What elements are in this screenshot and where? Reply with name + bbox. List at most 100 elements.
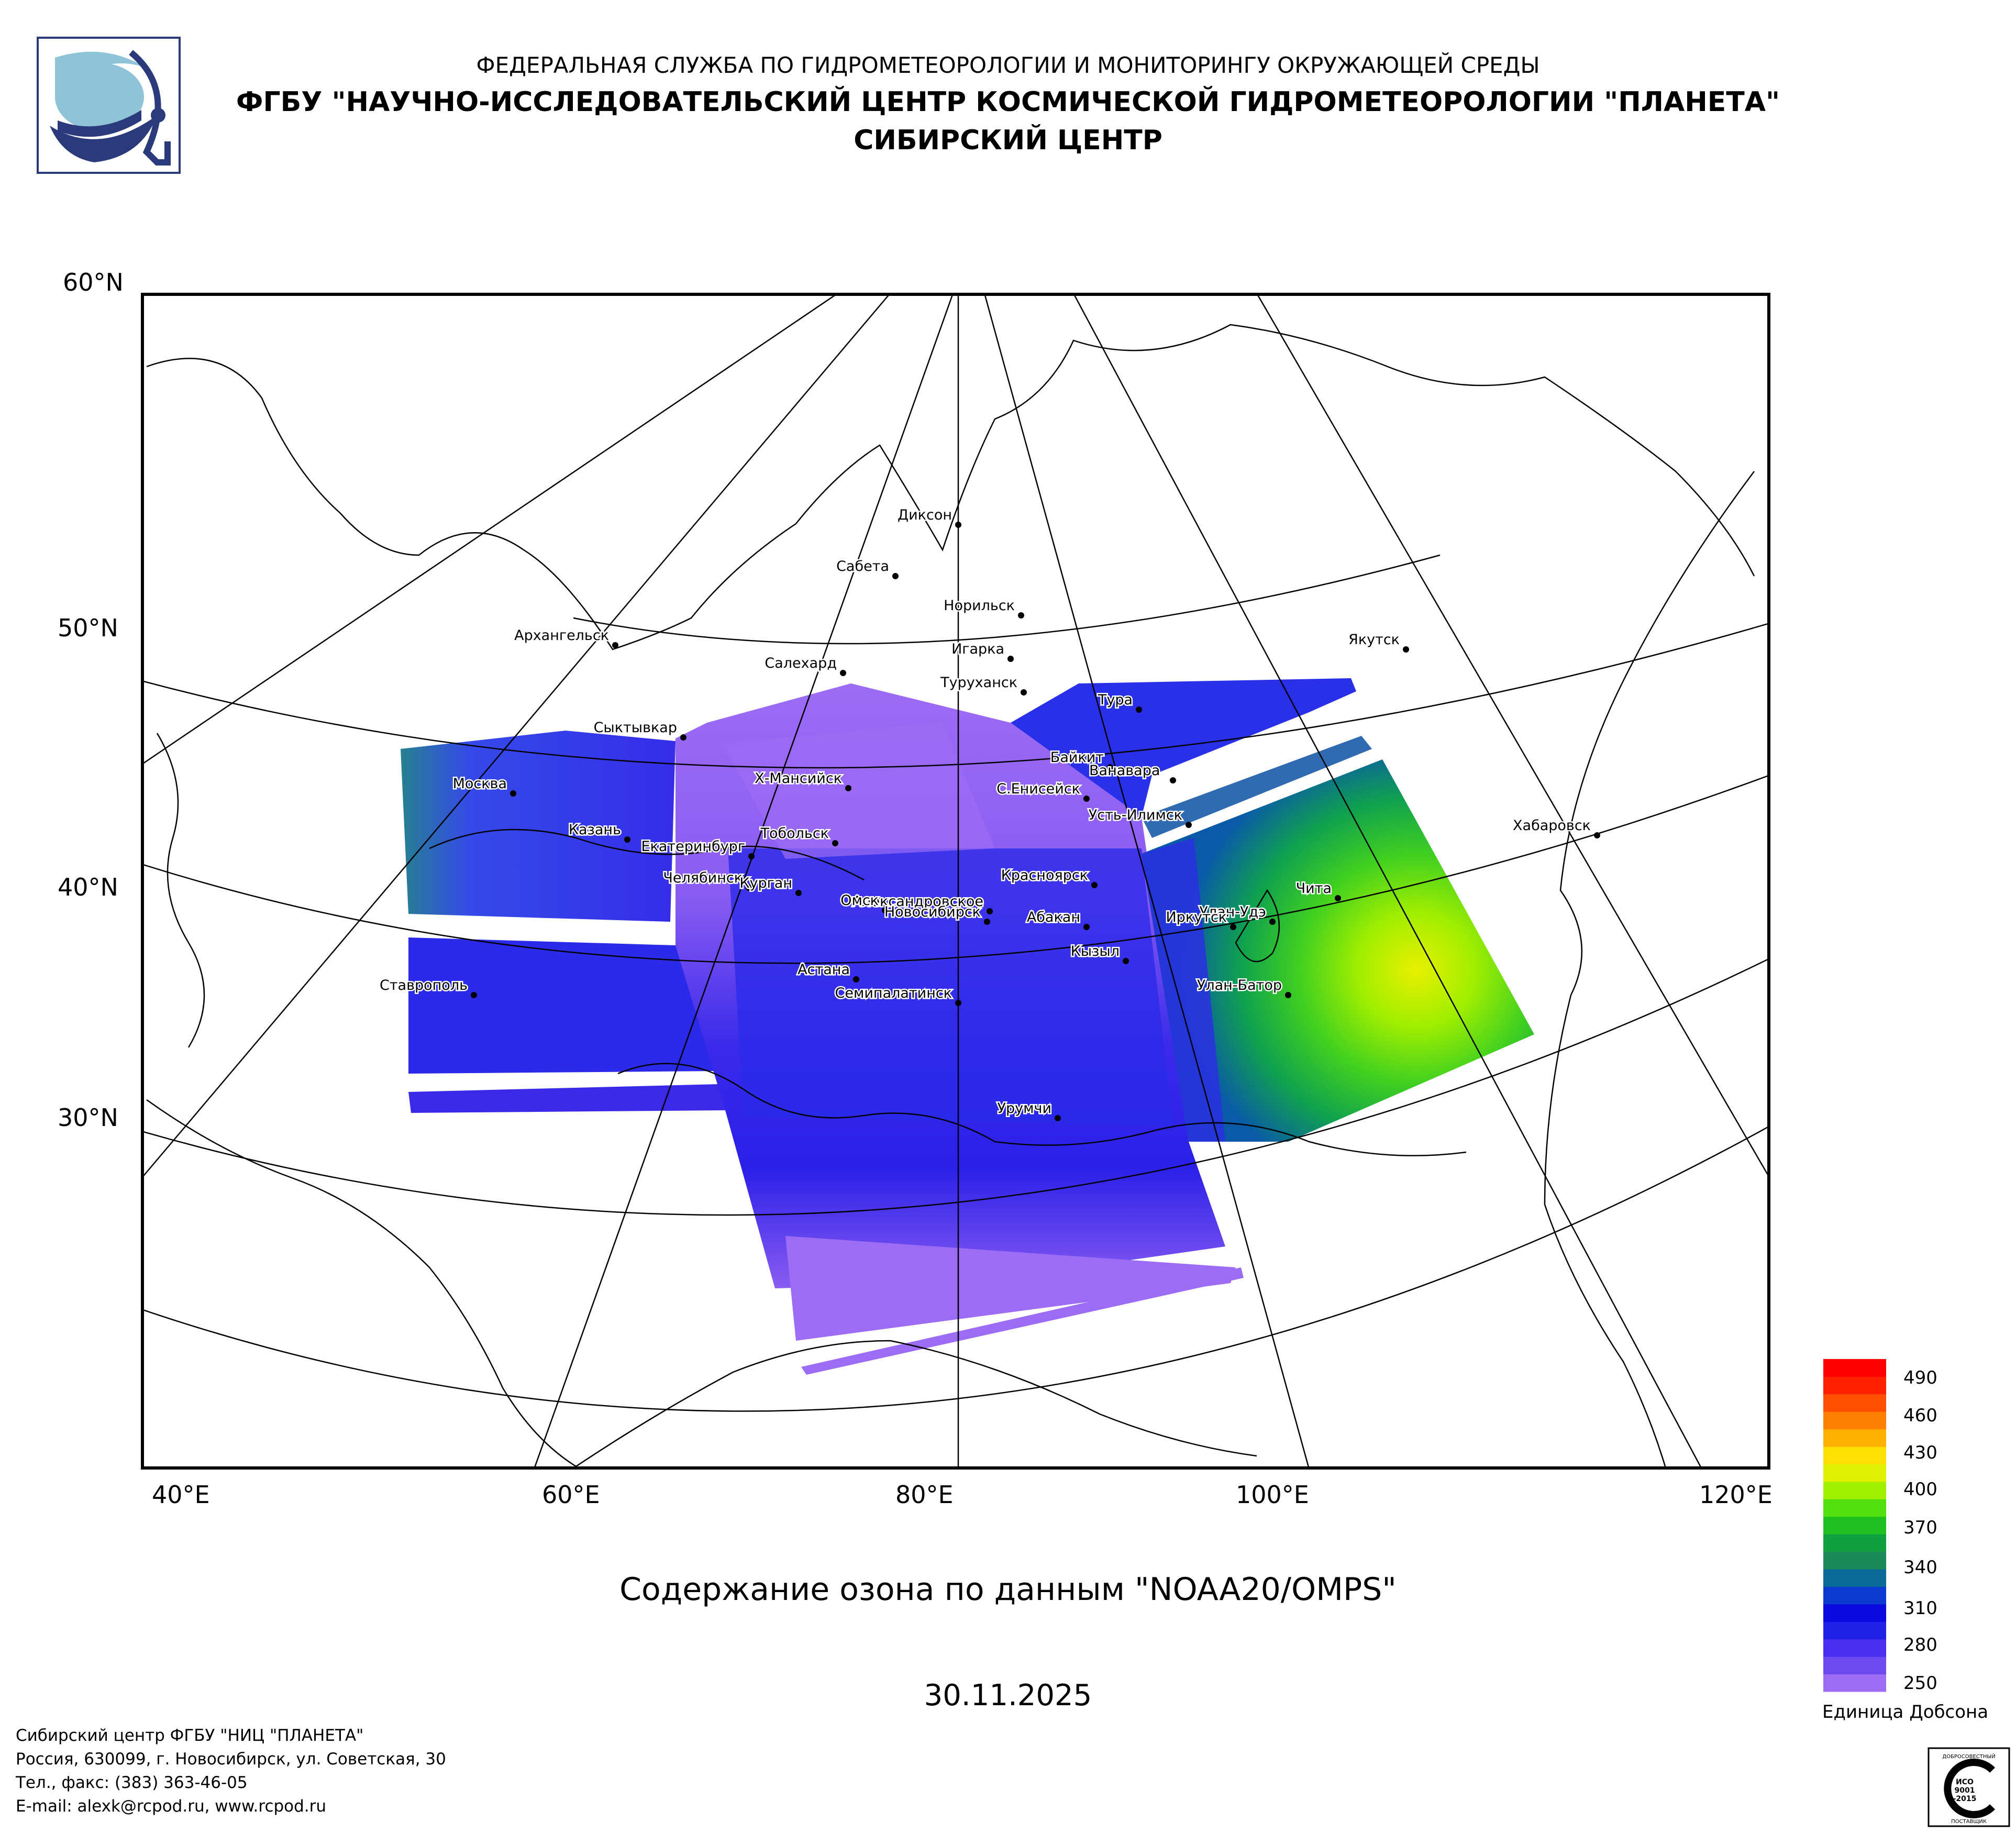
city-marker: Урумчи xyxy=(996,1099,1061,1121)
city-label: Туруханск xyxy=(940,675,1017,691)
city-marker: Москва xyxy=(451,775,516,797)
header-agency: ФЕДЕРАЛЬНАЯ СЛУЖБА ПО ГИДРОМЕТЕОРОЛОГИИ … xyxy=(476,52,1540,78)
legend-tick-label: 310 xyxy=(1903,1598,1937,1619)
city-dot xyxy=(845,785,851,791)
city-dot xyxy=(1021,689,1027,695)
city-label: Семипалатинск xyxy=(835,985,952,1001)
legend-swatch xyxy=(1823,1534,1886,1552)
city-label: Урумчи xyxy=(998,1100,1051,1117)
city-label: Тобольск xyxy=(760,825,829,842)
city-marker: Байкит xyxy=(1049,748,1113,770)
city-marker: Архангельск xyxy=(513,626,618,648)
legend-tick-label: 460 xyxy=(1903,1405,1937,1426)
city-dot xyxy=(1285,992,1291,998)
footer-address: Россия, 630099, г. Новосибирск, ул. Сове… xyxy=(16,1750,446,1769)
legend-tick-label: 370 xyxy=(1903,1517,1937,1538)
city-dot xyxy=(987,908,993,914)
legend-swatch xyxy=(1823,1394,1886,1412)
city-label: Х-Мансийск xyxy=(755,770,842,787)
city-marker: Ванавара xyxy=(1088,761,1176,783)
city-marker: Ставрополь xyxy=(378,976,477,998)
city-label: Сыктывкар xyxy=(594,720,677,736)
city-dot xyxy=(510,790,516,797)
city-marker: Норильск xyxy=(943,597,1024,619)
city-marker: Омск xyxy=(839,891,888,913)
badge-2015: -2015 xyxy=(1953,1795,1977,1803)
city-label: Салехард xyxy=(765,655,837,671)
map-content xyxy=(141,293,1770,1469)
legend-swatch xyxy=(1823,1481,1886,1499)
city-label: Байкит xyxy=(1050,749,1104,766)
legend-swatch xyxy=(1823,1604,1886,1622)
city-label: Тура xyxy=(1098,692,1133,708)
legend-ticks: 490 460 430 400 370 340 310 280 250 xyxy=(1903,1367,1937,1694)
iso-badge: ДОБРОСОВЕСТНЫЙ ИСО 9001 -2015 ПОСТАВЩИК xyxy=(1928,1747,2010,1827)
city-label: Сабета xyxy=(836,558,889,575)
city-dot xyxy=(748,853,755,859)
city-marker: Хабаровск xyxy=(1512,816,1600,838)
legend-swatch xyxy=(1823,1621,1886,1640)
city-label: Екатеринбург xyxy=(641,838,745,855)
city-dot xyxy=(1083,796,1090,802)
city-dot xyxy=(832,840,838,846)
city-dot xyxy=(612,642,618,648)
city-dot xyxy=(955,522,961,528)
city-label: Чита xyxy=(1296,880,1332,897)
city-label: Кызыл xyxy=(1071,943,1120,959)
city-marker: Красноярск xyxy=(1000,866,1098,888)
city-label: Новосибирск xyxy=(884,904,981,920)
city-marker: Сабета xyxy=(835,557,899,579)
city-markers: Диксон Сабета Норильск Игарка Салехард Туруха… xyxy=(378,506,1600,1121)
legend-swatch xyxy=(1823,1516,1886,1534)
city-marker: Абакан xyxy=(1025,908,1090,930)
city-dot xyxy=(1136,706,1142,713)
lat-label-60: 60°N xyxy=(63,268,124,296)
city-label: Норильск xyxy=(944,598,1015,614)
lon-label-60: 60°E xyxy=(542,1481,600,1509)
legend-swatch xyxy=(1823,1586,1886,1605)
city-marker: Якутск xyxy=(1347,631,1409,653)
header-institute: ФГБУ "НАУЧНО-ИССЛЕДОВАТЕЛЬСКИЙ ЦЕНТР КОС… xyxy=(236,86,1780,118)
city-dot xyxy=(1170,777,1176,783)
city-dot xyxy=(1186,822,1192,828)
lon-label-40: 40°E xyxy=(152,1481,210,1509)
legend-swatch xyxy=(1823,1674,1886,1692)
city-dot xyxy=(1007,656,1014,662)
city-dot xyxy=(1107,764,1113,770)
legend-swatch xyxy=(1823,1376,1886,1395)
city-label: С.Енисейск xyxy=(996,781,1080,797)
city-marker: Диксон xyxy=(896,506,961,528)
legend-swatch xyxy=(1823,1551,1886,1570)
city-label: Красноярск xyxy=(1001,867,1088,884)
legend-tick-label: 400 xyxy=(1903,1479,1937,1500)
map-caption: Содержание озона по данным "NOAA20/OMPS" xyxy=(619,1571,1397,1608)
city-label: Игарка xyxy=(951,641,1004,657)
city-label: Александровское xyxy=(852,893,983,910)
lon-label-120: 120°E xyxy=(1699,1481,1773,1509)
city-marker: Иркутск xyxy=(1165,908,1236,930)
city-marker: Кызыл xyxy=(1069,942,1129,964)
city-label: Усть-Илимск xyxy=(1089,807,1182,823)
legend-unit: Единица Добсона xyxy=(1822,1702,1988,1722)
city-dot xyxy=(1230,924,1236,930)
footer-org: Сибирский центр ФГБУ "НИЦ "ПЛАНЕТА" xyxy=(16,1726,364,1745)
city-marker: Чита xyxy=(1294,879,1341,901)
city-marker: Сыктывкар xyxy=(592,719,686,741)
city-marker: Тобольск xyxy=(759,824,838,846)
badge-9001: 9001 xyxy=(1955,1786,1975,1795)
map-date: 30.11.2025 xyxy=(924,1679,1092,1713)
city-dot xyxy=(892,573,899,579)
city-dot xyxy=(853,976,859,982)
legend-swatch xyxy=(1823,1429,1886,1447)
footer-phone: Тел., факс: (383) 363-46-05 xyxy=(16,1773,248,1792)
badge-iso: ИСО xyxy=(1956,1778,1974,1786)
city-dot xyxy=(1091,882,1098,888)
city-marker: Новосибирск xyxy=(883,903,990,925)
legend-tick-label: 430 xyxy=(1903,1442,1937,1463)
city-label: Улан-Удэ xyxy=(1199,904,1266,920)
city-marker: Александровское xyxy=(851,892,993,914)
city-marker: Туруханск xyxy=(939,673,1027,695)
city-dot xyxy=(471,992,477,998)
city-marker: Салехард xyxy=(763,654,846,676)
